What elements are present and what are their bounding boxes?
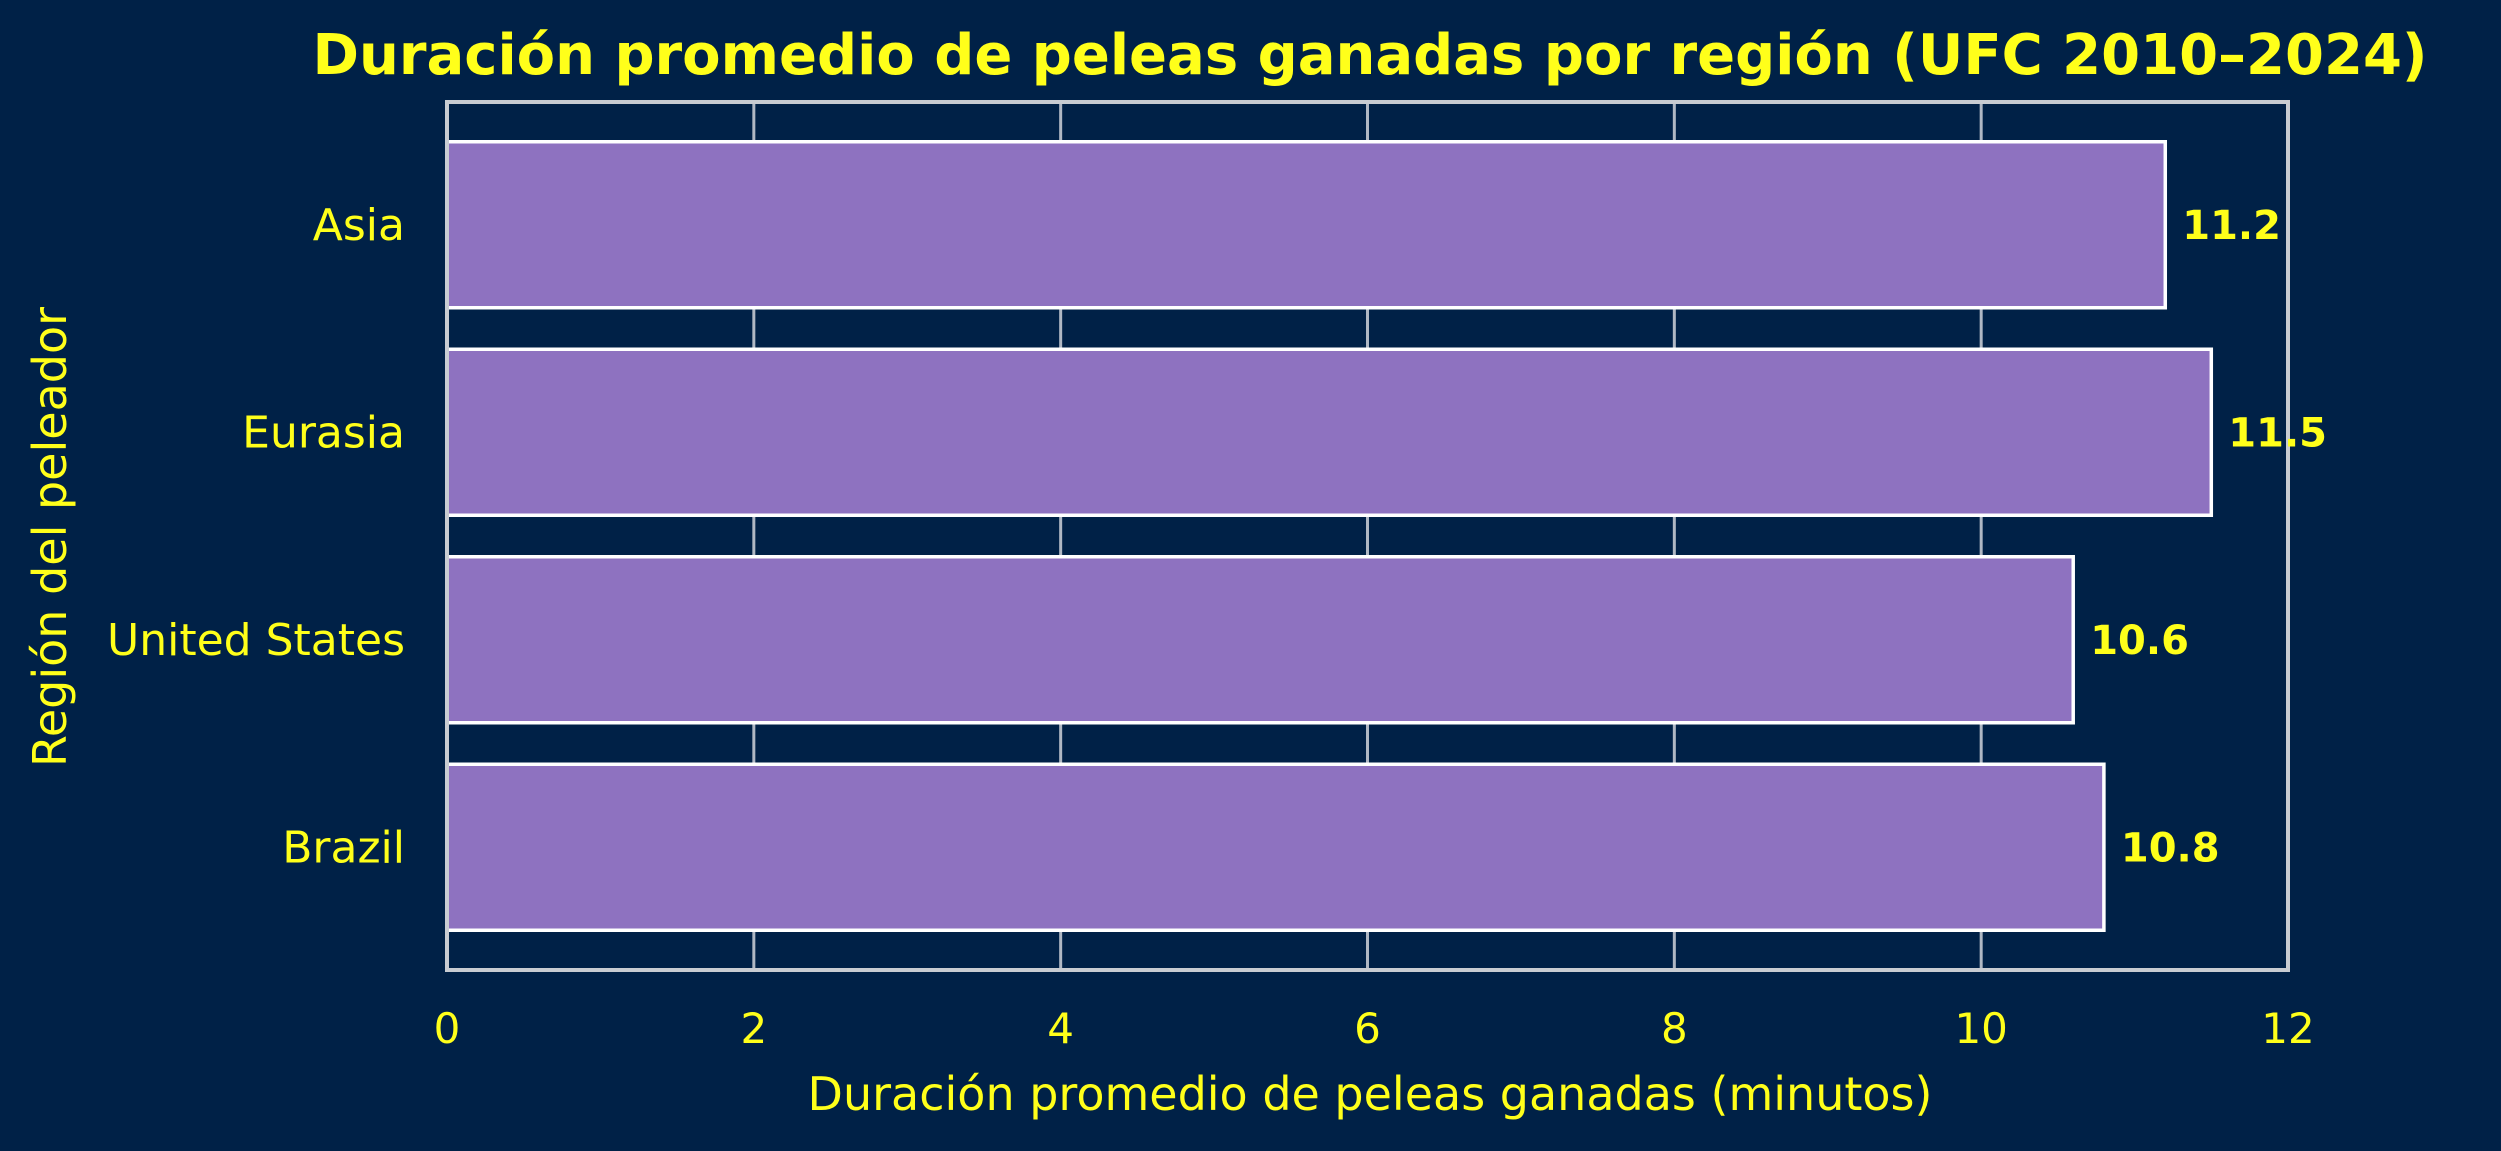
axis-frame bbox=[445, 100, 2290, 972]
plot-frame bbox=[445, 100, 2290, 972]
bars bbox=[445, 140, 2214, 932]
value-label: 11.5 bbox=[2228, 410, 2327, 456]
bar bbox=[445, 555, 2075, 725]
value-label: 10.8 bbox=[2121, 825, 2220, 871]
x-tick-label: 0 bbox=[434, 1004, 461, 1053]
chart-title: Duración promedio de peleas ganadas por … bbox=[312, 23, 2427, 88]
x-tick-label: 4 bbox=[1047, 1004, 1074, 1053]
bar bbox=[445, 762, 2106, 932]
bar bbox=[445, 347, 2214, 517]
x-tick-labels: 0 2 4 6 8 10 12 bbox=[434, 1004, 2315, 1053]
category-label: United States bbox=[107, 615, 405, 666]
x-tick-label: 10 bbox=[1954, 1004, 2007, 1053]
value-label: 11.2 bbox=[2182, 203, 2281, 249]
category-label: Eurasia bbox=[242, 407, 405, 458]
value-labels: 11.2 11.5 10.6 10.8 bbox=[2090, 203, 2327, 872]
x-tick-label: 12 bbox=[2261, 1004, 2314, 1053]
category-label: Asia bbox=[313, 200, 405, 251]
bar bbox=[445, 140, 2168, 310]
category-labels: Asia Eurasia United States Brazil bbox=[107, 200, 405, 874]
y-axis-label: Región del peleador bbox=[23, 307, 77, 767]
x-tick-label: 2 bbox=[740, 1004, 767, 1053]
value-label: 10.6 bbox=[2090, 618, 2189, 664]
x-tick-label: 6 bbox=[1354, 1004, 1381, 1053]
category-label: Brazil bbox=[282, 822, 405, 873]
x-axis-label: Duración promedio de peleas ganadas (min… bbox=[808, 1067, 1933, 1121]
x-tick-label: 8 bbox=[1661, 1004, 1688, 1053]
